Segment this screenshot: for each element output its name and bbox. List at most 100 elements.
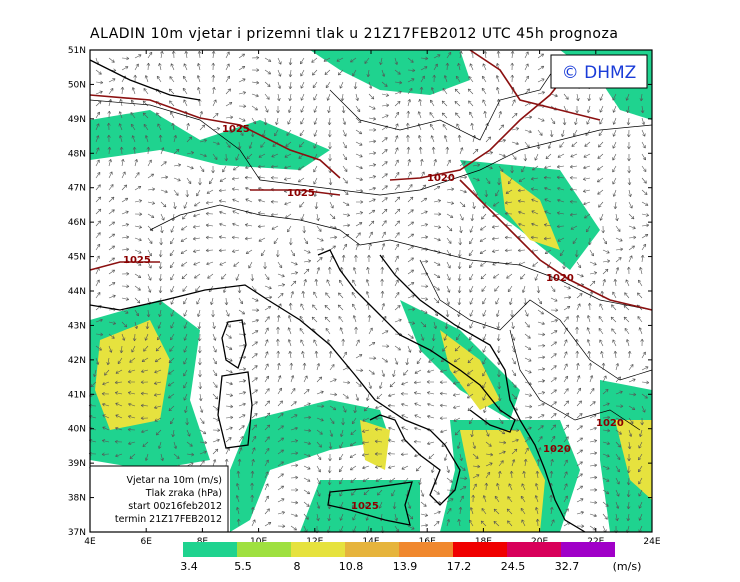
- wind-arrow: [589, 280, 596, 287]
- wind-arrow: [543, 236, 552, 241]
- wind-arrow: [251, 424, 258, 431]
- wind-arrow: [544, 210, 552, 215]
- wind-arrow: [497, 369, 501, 378]
- wind-arrow: [407, 345, 412, 353]
- wind-arrow: [589, 475, 598, 480]
- wind-arrow: [550, 519, 555, 527]
- wind-arrow: [250, 273, 255, 282]
- wind-arrow: [537, 343, 546, 348]
- wind-arrow: [549, 470, 554, 479]
- wind-arrow: [368, 220, 375, 227]
- wind-arrow: [601, 225, 605, 234]
- wind-arrow: [563, 508, 569, 515]
- wind-arrow: [206, 261, 214, 266]
- wind-arrow: [355, 177, 363, 182]
- wind-arrow: [289, 362, 294, 371]
- wind-arrow: [160, 50, 164, 59]
- wind-arrow: [355, 381, 362, 387]
- wind-arrow: [413, 439, 422, 444]
- wind-arrow: [264, 93, 270, 100]
- wind-arrow: [459, 189, 467, 194]
- wind-arrow: [407, 257, 414, 263]
- wind-arrow: [353, 81, 358, 90]
- wind-arrow: [340, 93, 345, 102]
- wind-arrow: [316, 390, 324, 395]
- wind-arrow: [446, 213, 454, 218]
- wind-arrow: [169, 261, 175, 269]
- wind-arrow: [275, 117, 279, 126]
- wind-arrow: [185, 189, 190, 198]
- wind-arrow: [302, 362, 307, 371]
- wind-arrow: [381, 243, 386, 251]
- wind-arrow: [115, 426, 123, 431]
- wind-arrow: [143, 123, 149, 131]
- wind-arrow: [446, 225, 453, 232]
- wind-arrow: [147, 159, 152, 167]
- wind-arrow: [480, 273, 487, 280]
- wind-arrow: [218, 188, 227, 193]
- wind-arrow: [342, 165, 348, 172]
- wind-arrow: [639, 93, 644, 102]
- wind-arrow: [196, 189, 201, 197]
- wind-arrow: [368, 381, 373, 389]
- lat-label: 37N: [68, 528, 86, 538]
- wind-arrow: [160, 213, 165, 221]
- wind-arrow: [355, 354, 363, 359]
- wind-arrow: [339, 441, 344, 449]
- wind-arrow: [612, 153, 617, 161]
- wind-arrow: [290, 249, 295, 257]
- island: [221, 319, 247, 370]
- wind-arrow: [154, 405, 162, 409]
- wind-arrow: [550, 318, 558, 323]
- wind-arrow: [628, 245, 635, 251]
- wind-arrow: [142, 112, 149, 119]
- wind-arrow: [457, 297, 462, 306]
- wind-arrow: [589, 463, 598, 468]
- wind-arrow: [368, 209, 376, 215]
- wind-arrow: [277, 473, 284, 479]
- wind-arrow: [361, 440, 370, 445]
- colorbar-unit: (m/s): [613, 560, 642, 573]
- wind-arrow: [341, 105, 346, 114]
- wind-arrow: [598, 327, 604, 335]
- wind-arrow: [134, 297, 141, 304]
- wind-arrow: [576, 437, 583, 443]
- wind-arrow: [219, 222, 227, 227]
- wind-arrow: [576, 362, 580, 371]
- wind-arrow: [277, 283, 286, 287]
- wind-arrow: [627, 177, 632, 186]
- wind-arrow: [300, 57, 305, 65]
- wind-arrow: [570, 153, 578, 158]
- wind-arrow: [508, 483, 513, 491]
- wind-arrow: [186, 429, 191, 437]
- wind-arrow: [186, 462, 194, 467]
- wind-arrow: [355, 222, 363, 227]
- wind-arrow: [277, 57, 282, 65]
- wind-arrow: [290, 451, 299, 456]
- wind-arrow: [420, 284, 429, 289]
- wind-arrow: [381, 69, 386, 77]
- wind-arrow: [446, 465, 450, 473]
- wind-arrow: [459, 453, 463, 461]
- wind-arrow: [375, 477, 383, 482]
- isobar-label: 1025: [287, 188, 315, 199]
- border: [329, 59, 561, 141]
- wind-arrow: [493, 201, 500, 207]
- isobar: [459, 179, 653, 311]
- wind-arrow: [225, 393, 234, 397]
- wind-arrow: [211, 309, 215, 318]
- wind-arrow: [160, 453, 164, 461]
- island: [217, 371, 253, 449]
- wind-arrow: [225, 88, 231, 95]
- wind-arrow: [95, 171, 101, 179]
- wind-arrow: [598, 201, 604, 208]
- wind-arrow: [143, 88, 149, 95]
- wind-arrow: [219, 210, 227, 215]
- wind-arrow: [457, 285, 462, 294]
- wind-arrow: [640, 338, 644, 347]
- wind-arrow: [93, 369, 97, 377]
- wind-arrow: [394, 243, 400, 251]
- wind-arrow: [523, 458, 528, 467]
- wind-arrow: [394, 69, 401, 75]
- wind-arrow: [147, 213, 155, 218]
